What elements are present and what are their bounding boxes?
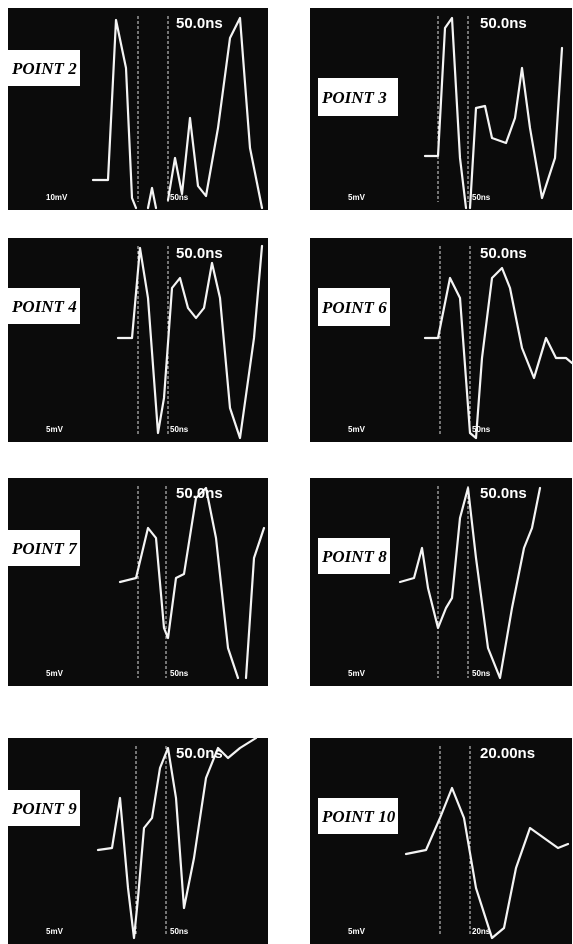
scope-panel: POINT 8 50.0ns 5mV 50ns bbox=[310, 478, 572, 686]
volts-per-div: 5mV bbox=[46, 425, 64, 434]
sweep: 50ns bbox=[170, 425, 189, 434]
scope-panel: POINT 4 50.0ns 5mV 50ns bbox=[8, 238, 268, 442]
point-label: POINT 3 bbox=[321, 88, 387, 107]
sweep: 50ns bbox=[170, 193, 189, 202]
point-label: POINT 2 bbox=[11, 59, 77, 78]
timebase: 20.00ns bbox=[480, 745, 535, 762]
volts-per-div: 5mV bbox=[46, 669, 64, 678]
sweep: 20ns bbox=[472, 927, 491, 936]
screen bbox=[310, 738, 572, 944]
point-label: POINT 8 bbox=[321, 547, 387, 566]
timebase: 50.0ns bbox=[480, 485, 527, 502]
timebase: 50.0ns bbox=[480, 15, 527, 32]
timebase: 50.0ns bbox=[176, 745, 223, 762]
volts-per-div: 5mV bbox=[348, 193, 366, 202]
volts-per-div: 5mV bbox=[348, 927, 366, 936]
volts-per-div: 5mV bbox=[348, 669, 366, 678]
scope-panel: POINT 2 50.0ns 10mV 50ns bbox=[8, 8, 268, 210]
point-label: POINT 9 bbox=[11, 799, 77, 818]
screen bbox=[310, 238, 572, 442]
scope-panel: POINT 6 50.0ns 5mV 50ns bbox=[310, 238, 572, 442]
screen bbox=[8, 738, 268, 944]
scope-panel: POINT 9 50.0ns 5mV 50ns bbox=[8, 738, 268, 944]
point-label: POINT 4 bbox=[11, 297, 77, 316]
timebase: 50.0ns bbox=[176, 485, 223, 502]
page: {"panels": [ {"label": "POINT 2", "timeb… bbox=[0, 0, 573, 944]
sweep: 50ns bbox=[170, 927, 189, 936]
sweep: 50ns bbox=[472, 669, 491, 678]
screen bbox=[310, 478, 572, 686]
volts-per-div: 10mV bbox=[46, 193, 68, 202]
point-label: POINT 6 bbox=[321, 298, 387, 317]
point-label: POINT 10 bbox=[321, 807, 396, 826]
scope-panel: POINT 3 50.0ns 5mV 50ns bbox=[310, 8, 572, 210]
sweep: 50ns bbox=[472, 425, 491, 434]
timebase: 50.0ns bbox=[176, 245, 223, 262]
point-label: POINT 7 bbox=[11, 539, 78, 558]
volts-per-div: 5mV bbox=[348, 425, 366, 434]
scope-panel: POINT 7 50.0ns 5mV 50ns bbox=[8, 478, 268, 686]
timebase: 50.0ns bbox=[480, 245, 527, 262]
timebase: 50.0ns bbox=[176, 15, 223, 32]
sweep: 50ns bbox=[170, 669, 189, 678]
sweep: 50ns bbox=[472, 193, 491, 202]
scan-sheet: POINT 2 50.0ns 10mV 50ns POINT 3 50.0ns 5mV 50n… bbox=[0, 0, 573, 944]
volts-per-div: 5mV bbox=[46, 927, 64, 936]
scope-panel: POINT 10 20.00ns 5mV 20ns bbox=[310, 738, 572, 944]
